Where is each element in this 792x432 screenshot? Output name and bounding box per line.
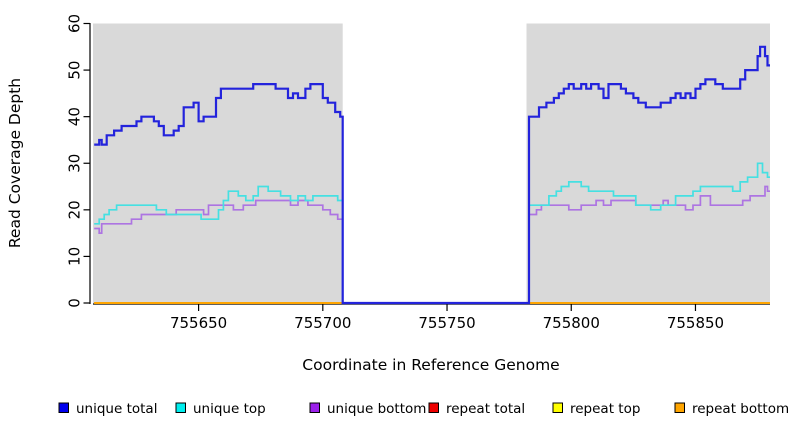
legend-swatch-unique-bottom [309, 402, 320, 413]
legend-label-repeat-bottom: repeat bottom [692, 401, 789, 417]
masked-gap-region [342, 23, 527, 303]
legend-label-repeat-top: repeat top [570, 401, 640, 417]
x-tick-label: 755850 [667, 314, 724, 332]
legend-swatch-repeat-total [428, 402, 439, 413]
x-tick-label: 755650 [170, 314, 227, 332]
legend-swatch-unique-total [58, 402, 69, 413]
legend-label-unique-bottom: unique bottom [327, 401, 426, 417]
series-line-unique-bottom [94, 185, 770, 304]
y-tick-label: 50 [66, 61, 84, 80]
legend-label-repeat-total: repeat total [446, 401, 525, 417]
y-axis-title: Read Coverage Depth [6, 78, 24, 248]
x-tick-label: 755800 [543, 314, 600, 332]
legend-swatch-repeat-bottom [674, 402, 685, 413]
series-line-unique-top [94, 162, 770, 304]
y-tick-label: 20 [66, 200, 84, 219]
x-tick-label: 755700 [294, 314, 351, 332]
legend-swatch-unique-top [175, 402, 186, 413]
x-tick-label: 755750 [418, 314, 475, 332]
plot-graphics: 0 10 20 30 40 50 60 755650 755700 755750 755800 755… [66, 14, 770, 332]
legend-label-unique-top: unique top [193, 401, 266, 417]
legend-label-unique-total: unique total [76, 401, 157, 417]
y-tick-label: 10 [66, 247, 84, 266]
y-tick-label: 40 [66, 107, 84, 126]
x-axis-title: Coordinate in Reference Genome [302, 356, 559, 374]
legend-swatch-repeat-top [552, 402, 563, 413]
y-tick-label: 60 [66, 14, 84, 33]
y-tick-label: 30 [66, 154, 84, 173]
y-tick-label: 0 [66, 298, 84, 308]
series-line-unique-total [94, 45, 770, 305]
chart-legend: unique total unique top unique bottom repea… [58, 401, 789, 417]
